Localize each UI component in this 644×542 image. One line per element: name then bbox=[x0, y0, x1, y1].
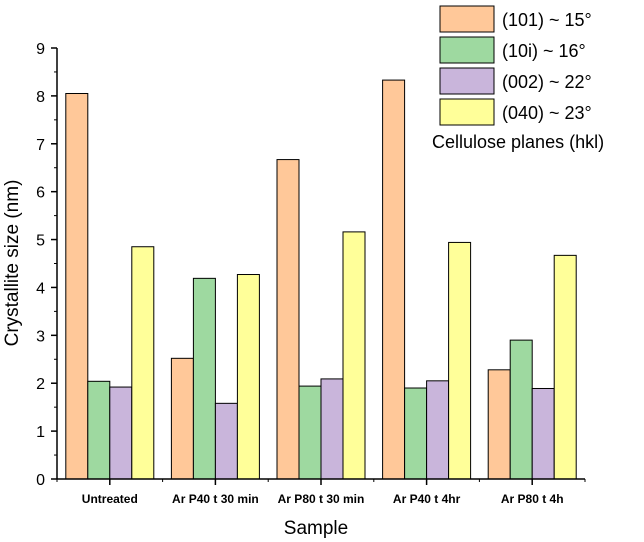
x-tick-label: Ar P80 t 4h bbox=[501, 492, 564, 506]
bar bbox=[109, 386, 133, 480]
x-tick-label: Ar P80 t 30 min bbox=[278, 492, 365, 506]
x-tick-label: Ar P40 t 4hr bbox=[393, 492, 461, 506]
x-axis-title: Sample bbox=[284, 518, 348, 539]
bar bbox=[531, 387, 555, 480]
legend-swatch bbox=[439, 5, 495, 33]
y-tick-label: 7 bbox=[36, 137, 45, 154]
bar bbox=[298, 385, 322, 480]
bar bbox=[509, 339, 533, 480]
legend-label: (10i) ~ 16° bbox=[502, 41, 586, 61]
bar bbox=[320, 378, 344, 480]
y-tick-label: 8 bbox=[36, 89, 45, 106]
y-axis-title: Crystallite size (nm) bbox=[2, 180, 23, 347]
y-tick-label: 3 bbox=[36, 328, 45, 345]
bar bbox=[276, 159, 300, 480]
legend-label: (040) ~ 23° bbox=[502, 103, 592, 123]
bar bbox=[382, 79, 406, 480]
y-tick-label: 1 bbox=[36, 424, 45, 441]
bar bbox=[487, 369, 511, 480]
x-tick-label: Ar P40 t 30 min bbox=[172, 492, 259, 506]
y-tick-label: 2 bbox=[36, 376, 45, 393]
bar bbox=[170, 357, 194, 480]
y-tick-label: 0 bbox=[36, 472, 45, 489]
legend-swatch bbox=[439, 36, 495, 64]
y-tick-label: 4 bbox=[36, 280, 45, 297]
y-tick-label: 5 bbox=[36, 233, 45, 250]
bar bbox=[131, 246, 155, 480]
bar bbox=[236, 274, 260, 480]
y-tick-label: 9 bbox=[36, 41, 45, 58]
bar bbox=[65, 92, 89, 480]
bars-group bbox=[65, 79, 577, 480]
bar bbox=[342, 231, 366, 480]
bar bbox=[426, 380, 450, 480]
axes-group: 0 1 2 3 4 5 6 7 8 9 Untreated Ar P40 t 30 min Ar P80… bbox=[36, 41, 586, 506]
legend: (101) ~ 15° (10i) ~ 16° (002) ~ 22° (040) ~… bbox=[432, 5, 604, 152]
x-tick-label: Untreated bbox=[82, 492, 138, 506]
legend-swatch bbox=[439, 67, 495, 95]
bar bbox=[448, 241, 472, 480]
bar bbox=[553, 254, 577, 480]
legend-swatch bbox=[439, 98, 495, 126]
y-tick-label: 6 bbox=[36, 185, 45, 202]
bar bbox=[404, 387, 428, 480]
bar bbox=[192, 277, 216, 480]
legend-label: (002) ~ 22° bbox=[502, 72, 592, 92]
bar bbox=[87, 380, 111, 480]
legend-label: (101) ~ 15° bbox=[502, 10, 592, 30]
legend-title: Cellulose planes (hkl) bbox=[432, 132, 604, 152]
bar bbox=[214, 402, 238, 480]
